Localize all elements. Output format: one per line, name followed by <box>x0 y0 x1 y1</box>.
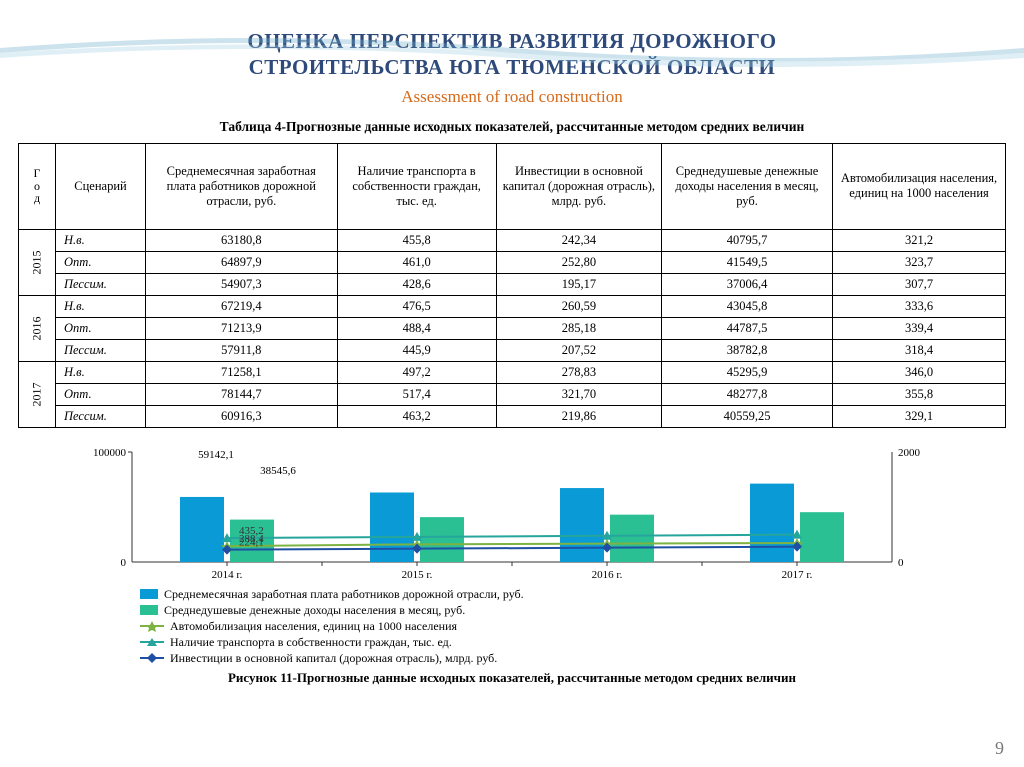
wave-decoration <box>0 28 1024 68</box>
col-c3: Инвестиции в основной капитал (дорожная … <box>496 143 661 229</box>
forecast-chart: 100000 0 2000 0 2014 г. 2015 г. 2016 г. 2017 г.… <box>62 434 962 584</box>
svg-text:2014 г.: 2014 г. <box>212 569 243 581</box>
legend-item: Среднедушевые денежные доходы населения … <box>140 602 1024 618</box>
scenario-cell: Пессим. <box>56 339 146 361</box>
data-cell: 497,2 <box>337 361 496 383</box>
data-cell: 40795,7 <box>662 229 833 251</box>
data-cell: 517,4 <box>337 383 496 405</box>
data-cell: 54907,3 <box>146 273 338 295</box>
data-cell: 355,8 <box>833 383 1006 405</box>
data-cell: 57911,8 <box>146 339 338 361</box>
scenario-cell: Н.в. <box>56 295 146 317</box>
data-cell: 260,59 <box>496 295 661 317</box>
forecast-table: Год Сценарий Среднемесячная заработная п… <box>18 143 1006 428</box>
data-cell: 333,6 <box>833 295 1006 317</box>
data-cell: 445,9 <box>337 339 496 361</box>
col-c2: Наличие транспорта в собственности гражд… <box>337 143 496 229</box>
table-row: 2015Н.в.63180,8455,8242,3440795,7321,2 <box>19 229 1006 251</box>
data-cell: 461,0 <box>337 251 496 273</box>
col-scenario: Сценарий <box>56 143 146 229</box>
data-cell: 476,5 <box>337 295 496 317</box>
legend-item: Наличие транспорта в собственности гражд… <box>140 634 1024 650</box>
col-year: Год <box>19 143 56 229</box>
col-c4: Среднедушевые денежные доходы населения … <box>662 143 833 229</box>
data-cell: 63180,8 <box>146 229 338 251</box>
data-cell: 71258,1 <box>146 361 338 383</box>
scenario-cell: Опт. <box>56 383 146 405</box>
svg-text:0: 0 <box>898 557 904 569</box>
svg-text:59142,1: 59142,1 <box>198 449 234 461</box>
data-cell: 40559,25 <box>662 405 833 427</box>
data-cell: 488,4 <box>337 317 496 339</box>
data-cell: 78144,7 <box>146 383 338 405</box>
svg-text:100000: 100000 <box>93 447 127 459</box>
data-cell: 346,0 <box>833 361 1006 383</box>
data-cell: 48277,8 <box>662 383 833 405</box>
data-cell: 428,6 <box>337 273 496 295</box>
scenario-cell: Н.в. <box>56 229 146 251</box>
year-cell: 2016 <box>19 295 56 361</box>
subtitle: Assessment of road construction <box>0 87 1024 107</box>
data-cell: 67219,4 <box>146 295 338 317</box>
table-row: Пессим.57911,8445,9207,5238782,8318,4 <box>19 339 1006 361</box>
data-cell: 207,52 <box>496 339 661 361</box>
data-cell: 219,86 <box>496 405 661 427</box>
data-cell: 321,2 <box>833 229 1006 251</box>
data-cell: 278,83 <box>496 361 661 383</box>
data-cell: 463,2 <box>337 405 496 427</box>
data-cell: 37006,4 <box>662 273 833 295</box>
data-cell: 323,7 <box>833 251 1006 273</box>
table-row: 2016Н.в.67219,4476,5260,5943045,8333,6 <box>19 295 1006 317</box>
data-cell: 41549,5 <box>662 251 833 273</box>
data-cell: 71213,9 <box>146 317 338 339</box>
svg-text:38545,6: 38545,6 <box>260 465 296 477</box>
table-row: Опт.78144,7517,4321,7048277,8355,8 <box>19 383 1006 405</box>
svg-text:2015 г.: 2015 г. <box>402 569 433 581</box>
table-title: Таблица 4-Прогнозные данные исходных пок… <box>0 119 1024 135</box>
table-row: Опт.64897,9461,0252,8041549,5323,7 <box>19 251 1006 273</box>
data-cell: 45295,9 <box>662 361 833 383</box>
year-cell: 2015 <box>19 229 56 295</box>
data-cell: 252,80 <box>496 251 661 273</box>
data-cell: 321,70 <box>496 383 661 405</box>
col-c5: Автомобилизация населения, единиц на 100… <box>833 143 1006 229</box>
scenario-cell: Пессим. <box>56 405 146 427</box>
data-cell: 455,8 <box>337 229 496 251</box>
legend-item: Автомобилизация населения, единиц на 100… <box>140 618 1024 634</box>
scenario-cell: Опт. <box>56 251 146 273</box>
data-cell: 329,1 <box>833 405 1006 427</box>
svg-text:2000: 2000 <box>898 447 921 459</box>
year-cell: 2017 <box>19 361 56 427</box>
scenario-cell: Пессим. <box>56 273 146 295</box>
data-cell: 64897,9 <box>146 251 338 273</box>
data-cell: 339,4 <box>833 317 1006 339</box>
data-cell: 242,34 <box>496 229 661 251</box>
svg-text:224,1: 224,1 <box>239 536 264 548</box>
data-cell: 307,7 <box>833 273 1006 295</box>
svg-text:0: 0 <box>121 557 127 569</box>
col-c1: Среднемесячная заработная плата работник… <box>146 143 338 229</box>
legend: Среднемесячная заработная плата работник… <box>140 586 1024 667</box>
data-cell: 318,4 <box>833 339 1006 361</box>
data-cell: 43045,8 <box>662 295 833 317</box>
table-row: Пессим.54907,3428,6195,1737006,4307,7 <box>19 273 1006 295</box>
svg-text:2017 г.: 2017 г. <box>782 569 813 581</box>
data-cell: 60916,3 <box>146 405 338 427</box>
data-cell: 38782,8 <box>662 339 833 361</box>
table-row: Пессим.60916,3463,2219,8640559,25329,1 <box>19 405 1006 427</box>
scenario-cell: Н.в. <box>56 361 146 383</box>
legend-item: Инвестиции в основной капитал (дорожная … <box>140 650 1024 666</box>
table-row: 2017Н.в.71258,1497,2278,8345295,9346,0 <box>19 361 1006 383</box>
scenario-cell: Опт. <box>56 317 146 339</box>
data-cell: 195,17 <box>496 273 661 295</box>
svg-text:2016 г.: 2016 г. <box>592 569 623 581</box>
page-number: 9 <box>995 738 1004 759</box>
legend-item: Среднемесячная заработная плата работник… <box>140 586 1024 602</box>
data-cell: 44787,5 <box>662 317 833 339</box>
figure-caption: Рисунок 11-Прогнозные данные исходных по… <box>0 670 1024 686</box>
table-row: Опт.71213,9488,4285,1844787,5339,4 <box>19 317 1006 339</box>
data-cell: 285,18 <box>496 317 661 339</box>
